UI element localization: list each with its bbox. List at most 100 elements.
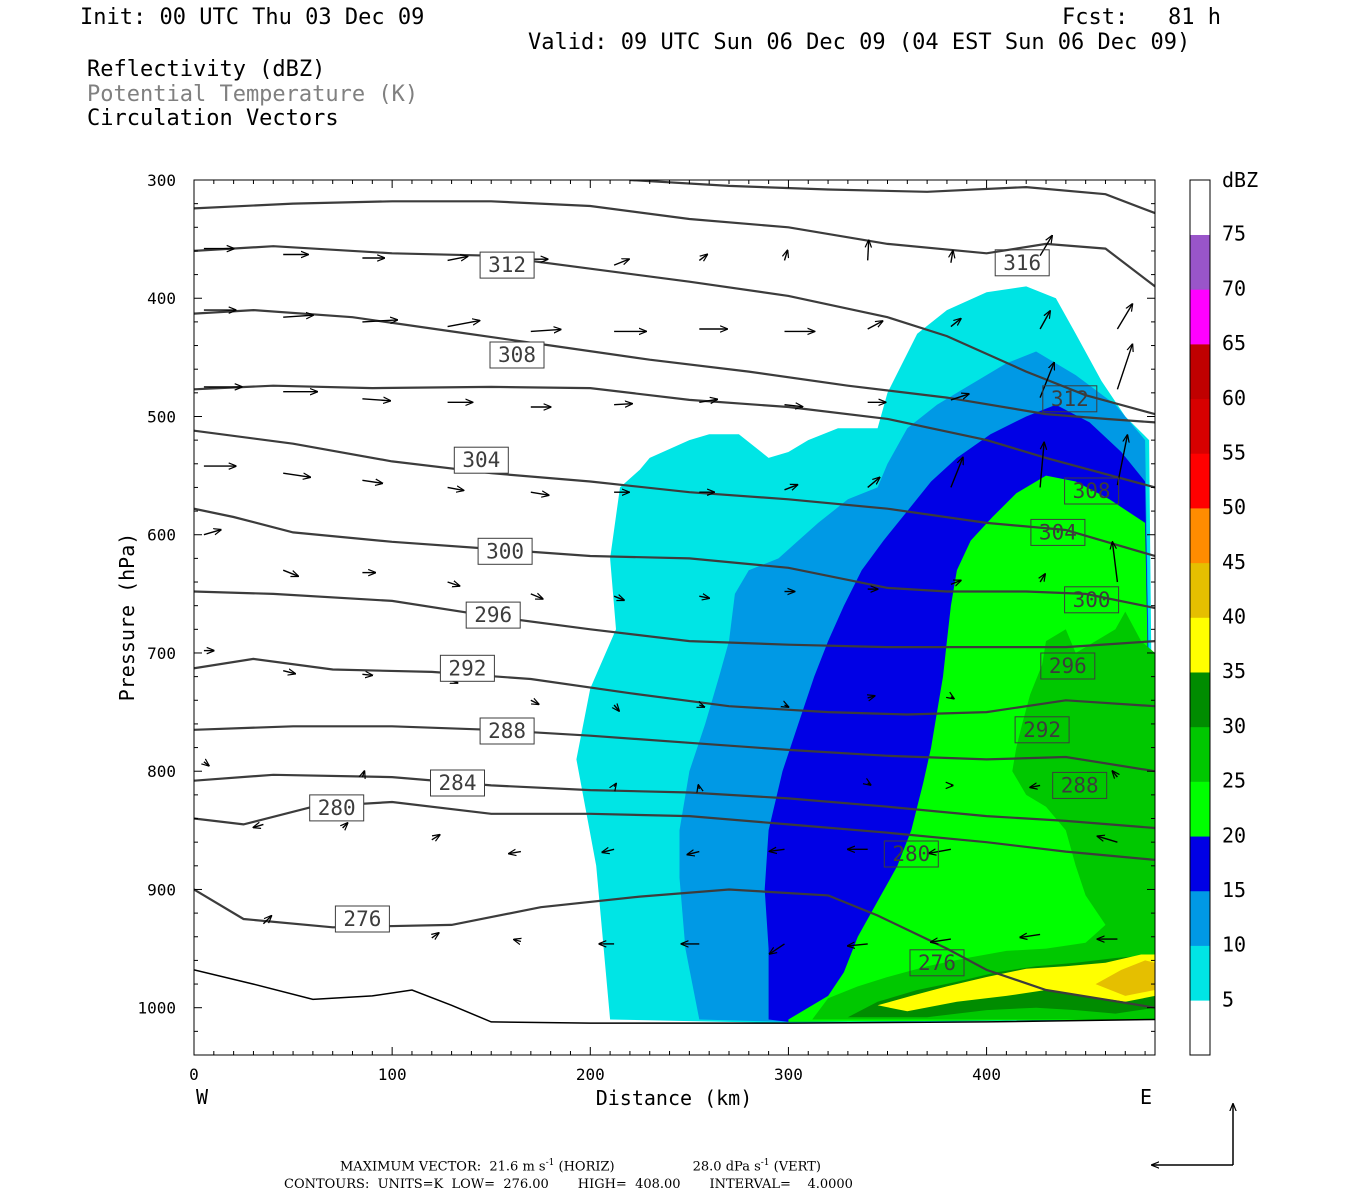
contour-label-text: 304 [1039, 520, 1077, 544]
contour-label-312: 312 [1042, 385, 1098, 413]
y-tick-label: 800 [147, 762, 176, 781]
contour-label-text: 316 [1003, 251, 1041, 275]
circulation-vector [613, 259, 629, 266]
colorbar-level-label: 20 [1222, 823, 1246, 847]
contour-label-box [1040, 652, 1096, 680]
circulation-vector [447, 487, 464, 490]
theta-contour-288 [194, 725, 1155, 773]
colorbar-level-label: 75 [1222, 222, 1246, 246]
circulation-vector [785, 705, 789, 707]
colorbar-level-label: 5 [1222, 987, 1234, 1011]
circulation-vector [950, 394, 969, 401]
x-tick-label: 0 [189, 1065, 199, 1084]
valid-time: Valid: 09 UTC Sun 06 Dec 09 (04 EST Sun … [528, 30, 1191, 55]
contour-label-292: 292 [1014, 716, 1070, 744]
colorbar-level-label: 45 [1222, 550, 1246, 574]
contour-label-text: 288 [488, 719, 526, 743]
colorbar-level-label: 25 [1222, 769, 1246, 793]
circulation-vector [699, 596, 709, 598]
contour-label-text: 312 [1051, 387, 1089, 411]
circulation-vector [530, 329, 561, 331]
contour-label-box [1052, 771, 1108, 799]
circulation-vector [867, 477, 880, 488]
theta-contour-316 [194, 245, 1155, 416]
circulation-vector [614, 784, 616, 787]
contour-label-288: 288 [479, 717, 535, 745]
colorbar-level-label: 30 [1222, 714, 1246, 738]
contour-label-text: 292 [448, 656, 486, 680]
circulation-vector [447, 321, 480, 328]
circulation-vector [447, 582, 460, 586]
theta-contour-312 [194, 308, 1155, 424]
circulation-vector [1097, 836, 1118, 843]
contour-label-box [430, 769, 485, 797]
y-tick-label: 900 [147, 880, 176, 899]
contour-label-276: 276 [909, 949, 965, 977]
colorbar-swatch [1190, 508, 1210, 564]
contour-label-text: 312 [488, 253, 526, 277]
circulation-vector [868, 240, 869, 261]
circulation-vector [362, 771, 364, 777]
contour-label-276: 276 [334, 905, 390, 933]
theta-contour-300 [194, 507, 1155, 610]
circulation-vector [204, 762, 209, 766]
colorbar-swatch [1190, 617, 1210, 673]
contour-label-296: 296 [1040, 652, 1096, 680]
colorbar-level-label: 55 [1222, 440, 1246, 464]
circulation-vector [784, 405, 803, 407]
circulation-vectors [204, 236, 1133, 954]
colorbar-swatch [1190, 726, 1210, 782]
circulation-vector [1116, 344, 1132, 390]
circulation-vector [698, 785, 699, 789]
circulation-vector [1020, 934, 1041, 937]
circulation-vector [431, 835, 440, 840]
contour-labels: 312 316 308 312 304 308 300 304 300 296 296 292 292 2… [309, 249, 1120, 977]
colorbar-swatch [1190, 180, 1210, 235]
theta-contour-324 [629, 180, 1155, 215]
circulation-vector [614, 404, 632, 405]
colorbar-swatch [1190, 562, 1210, 618]
contour-label-text: 292 [1023, 718, 1061, 742]
contour-label-300: 300 [477, 537, 533, 565]
terrain-surface-line [194, 969, 1155, 1024]
x-tick-label: 400 [972, 1065, 1001, 1084]
contour-label-text: 280 [318, 796, 356, 820]
y-tick-label: 1000 [137, 999, 176, 1018]
circulation-vector [283, 473, 310, 477]
contour-label-text: 276 [343, 907, 381, 931]
contour-label-text: 276 [918, 951, 956, 975]
contour-label-box [479, 251, 535, 279]
circulation-vector [203, 530, 221, 536]
circulation-vector [362, 674, 372, 675]
reference-vector-icon [1152, 1104, 1233, 1165]
circulation-vector [362, 399, 390, 401]
colorbar-level-label: 40 [1222, 605, 1246, 629]
contour-label-box [465, 601, 521, 629]
east-label: E [1140, 1085, 1152, 1109]
axes: 300 400 500 600 700 800 900 1000 0 100 200 300 400 [137, 171, 1155, 1084]
contour-label-312: 312 [479, 251, 535, 279]
contour-label-box [477, 537, 533, 565]
theta-contour-284 [194, 773, 1155, 830]
theta-contour-280 [194, 800, 1155, 861]
circulation-vector [848, 944, 868, 946]
colorbar-unit: dBZ [1222, 168, 1258, 192]
circulation-vector [1040, 574, 1045, 583]
circulation-vector [950, 457, 963, 488]
y-tick-label: 400 [147, 289, 176, 308]
circulation-vector [1039, 311, 1050, 330]
contour-label-box [479, 717, 535, 745]
contour-label-box [994, 249, 1050, 277]
contour-label-280: 280 [883, 840, 939, 868]
colorbar-frame [1189, 179, 1211, 1056]
circulation-vector [1116, 435, 1127, 486]
contour-label-box [439, 654, 495, 682]
colorbar-level-label: 65 [1222, 331, 1246, 355]
circulation-vector [253, 824, 264, 827]
circulation-vector [784, 485, 798, 490]
colorbar-swatch [1190, 344, 1210, 400]
colorbar-swatch [1190, 836, 1210, 892]
circulation-vector [699, 399, 717, 402]
reflectivity-region-20dbz [788, 475, 1155, 1022]
